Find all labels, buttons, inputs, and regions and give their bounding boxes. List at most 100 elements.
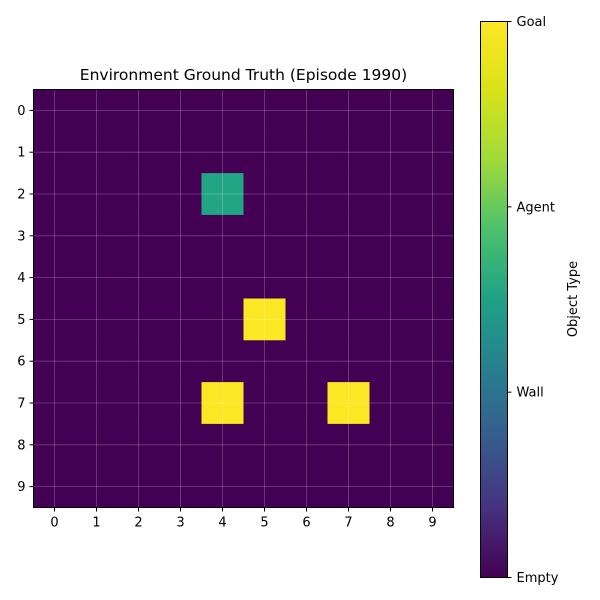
heatmap-cell xyxy=(201,423,244,467)
y-tick-label: 5 xyxy=(17,313,25,328)
heatmap-cell xyxy=(327,256,370,299)
heatmap-cell xyxy=(201,298,244,341)
heatmap-cell xyxy=(369,89,412,132)
heatmap-cell xyxy=(33,131,76,174)
y-tick-label: 1 xyxy=(17,146,25,161)
heatmap-cell xyxy=(369,382,412,425)
heatmap-cell xyxy=(159,382,202,425)
heatmap-cell xyxy=(117,340,160,383)
heatmap-cell xyxy=(75,423,118,467)
heatmap-cell xyxy=(75,256,118,299)
heatmap-cell xyxy=(159,298,202,341)
y-tick-label: 8 xyxy=(17,438,25,453)
heatmap-cell xyxy=(33,382,76,425)
heatmap-cell xyxy=(117,89,160,132)
heatmap-cell xyxy=(327,423,370,467)
colorbar-tick-label: Goal xyxy=(517,15,547,30)
heatmap-cell xyxy=(75,214,118,258)
heatmap-cell xyxy=(327,89,370,132)
heatmap-cell xyxy=(285,214,328,258)
heatmap-cell xyxy=(285,465,328,508)
y-tick-label: 2 xyxy=(17,188,25,203)
heatmap-cell xyxy=(411,131,454,174)
heatmap-cell xyxy=(369,298,412,341)
x-tick-label: 1 xyxy=(92,516,100,531)
heatmap-cell xyxy=(201,465,244,508)
x-tick-label: 6 xyxy=(302,516,310,531)
colorbar-ticks: Empty Wall Agent Goal xyxy=(507,15,559,586)
x-tick-label: 8 xyxy=(386,516,394,531)
heatmap-cell xyxy=(369,256,412,299)
heatmap-cell xyxy=(117,298,160,341)
heatmap-cell xyxy=(411,423,454,467)
heatmap-cell xyxy=(243,131,286,174)
heatmap-cell xyxy=(117,465,160,508)
x-axis-ticks: 0 1 2 3 4 5 6 7 8 9 xyxy=(50,507,437,531)
heatmap-cell xyxy=(75,298,118,341)
heatmap-cell xyxy=(117,131,160,174)
colorbar-label: Object Type xyxy=(566,261,581,337)
heatmap-cell xyxy=(243,256,286,299)
heatmap-cell xyxy=(285,256,328,299)
plot-frame xyxy=(33,89,454,508)
heatmap-cell xyxy=(243,465,286,508)
heatmap-cell xyxy=(75,173,118,216)
heatmap-cell xyxy=(411,256,454,299)
heatmap-cell xyxy=(411,465,454,508)
heatmap-cell xyxy=(117,382,160,425)
heatmap-cell xyxy=(201,382,244,425)
heatmap-cell xyxy=(369,214,412,258)
heatmap-cell xyxy=(33,89,76,132)
heatmap-cell xyxy=(75,465,118,508)
heatmap-cell xyxy=(243,89,286,132)
heatmap-cell xyxy=(159,131,202,174)
x-tick-label: 4 xyxy=(218,516,226,531)
heatmap-cell xyxy=(369,340,412,383)
heatmap-cell xyxy=(159,89,202,132)
colorbar-tick-label: Wall xyxy=(517,386,544,401)
heatmap-cell xyxy=(159,423,202,467)
x-tick-label: 0 xyxy=(50,516,58,531)
heatmap-cell xyxy=(285,298,328,341)
heatmap-cell xyxy=(75,382,118,425)
heatmap-cell xyxy=(369,423,412,467)
heatmap-cell xyxy=(159,214,202,258)
heatmap-cell xyxy=(159,340,202,383)
heatmap-cell xyxy=(75,340,118,383)
y-tick-label: 7 xyxy=(17,397,25,412)
heatmap-cell xyxy=(243,298,286,341)
heatmap-cell xyxy=(369,131,412,174)
heatmap-cell xyxy=(285,340,328,383)
x-tick-label: 7 xyxy=(344,516,352,531)
heatmap-cell xyxy=(243,214,286,258)
heatmap-cell xyxy=(411,382,454,425)
heatmap-cell xyxy=(201,214,244,258)
heatmap-cell xyxy=(327,298,370,341)
heatmap-cell xyxy=(285,173,328,216)
heatmap-cell xyxy=(327,173,370,216)
heatmap-cell xyxy=(327,214,370,258)
x-tick-label: 5 xyxy=(260,516,268,531)
heatmap-cell xyxy=(201,340,244,383)
heatmap-cell xyxy=(159,465,202,508)
y-tick-label: 6 xyxy=(17,355,25,370)
heatmap-cell xyxy=(33,173,76,216)
heatmap-cell xyxy=(285,89,328,132)
y-axis-ticks: 0 1 2 3 4 5 6 7 8 9 xyxy=(17,104,34,495)
heatmap-cell xyxy=(243,423,286,467)
x-tick-label: 3 xyxy=(176,516,184,531)
heatmap-cell xyxy=(285,423,328,467)
heatmap-cell xyxy=(285,131,328,174)
heatmap-cell xyxy=(117,423,160,467)
heatmap-cell xyxy=(243,340,286,383)
heatmap-cell xyxy=(201,173,244,216)
heatmap-cell xyxy=(411,298,454,341)
heatmap-cell xyxy=(369,465,412,508)
heatmap-cell xyxy=(411,214,454,258)
heatmap-cell xyxy=(201,131,244,174)
y-tick-label: 0 xyxy=(17,104,25,119)
heatmap-cell xyxy=(75,131,118,174)
heatmap-cell xyxy=(33,423,76,467)
grid-lines xyxy=(33,89,454,508)
heatmap-cell xyxy=(285,382,328,425)
